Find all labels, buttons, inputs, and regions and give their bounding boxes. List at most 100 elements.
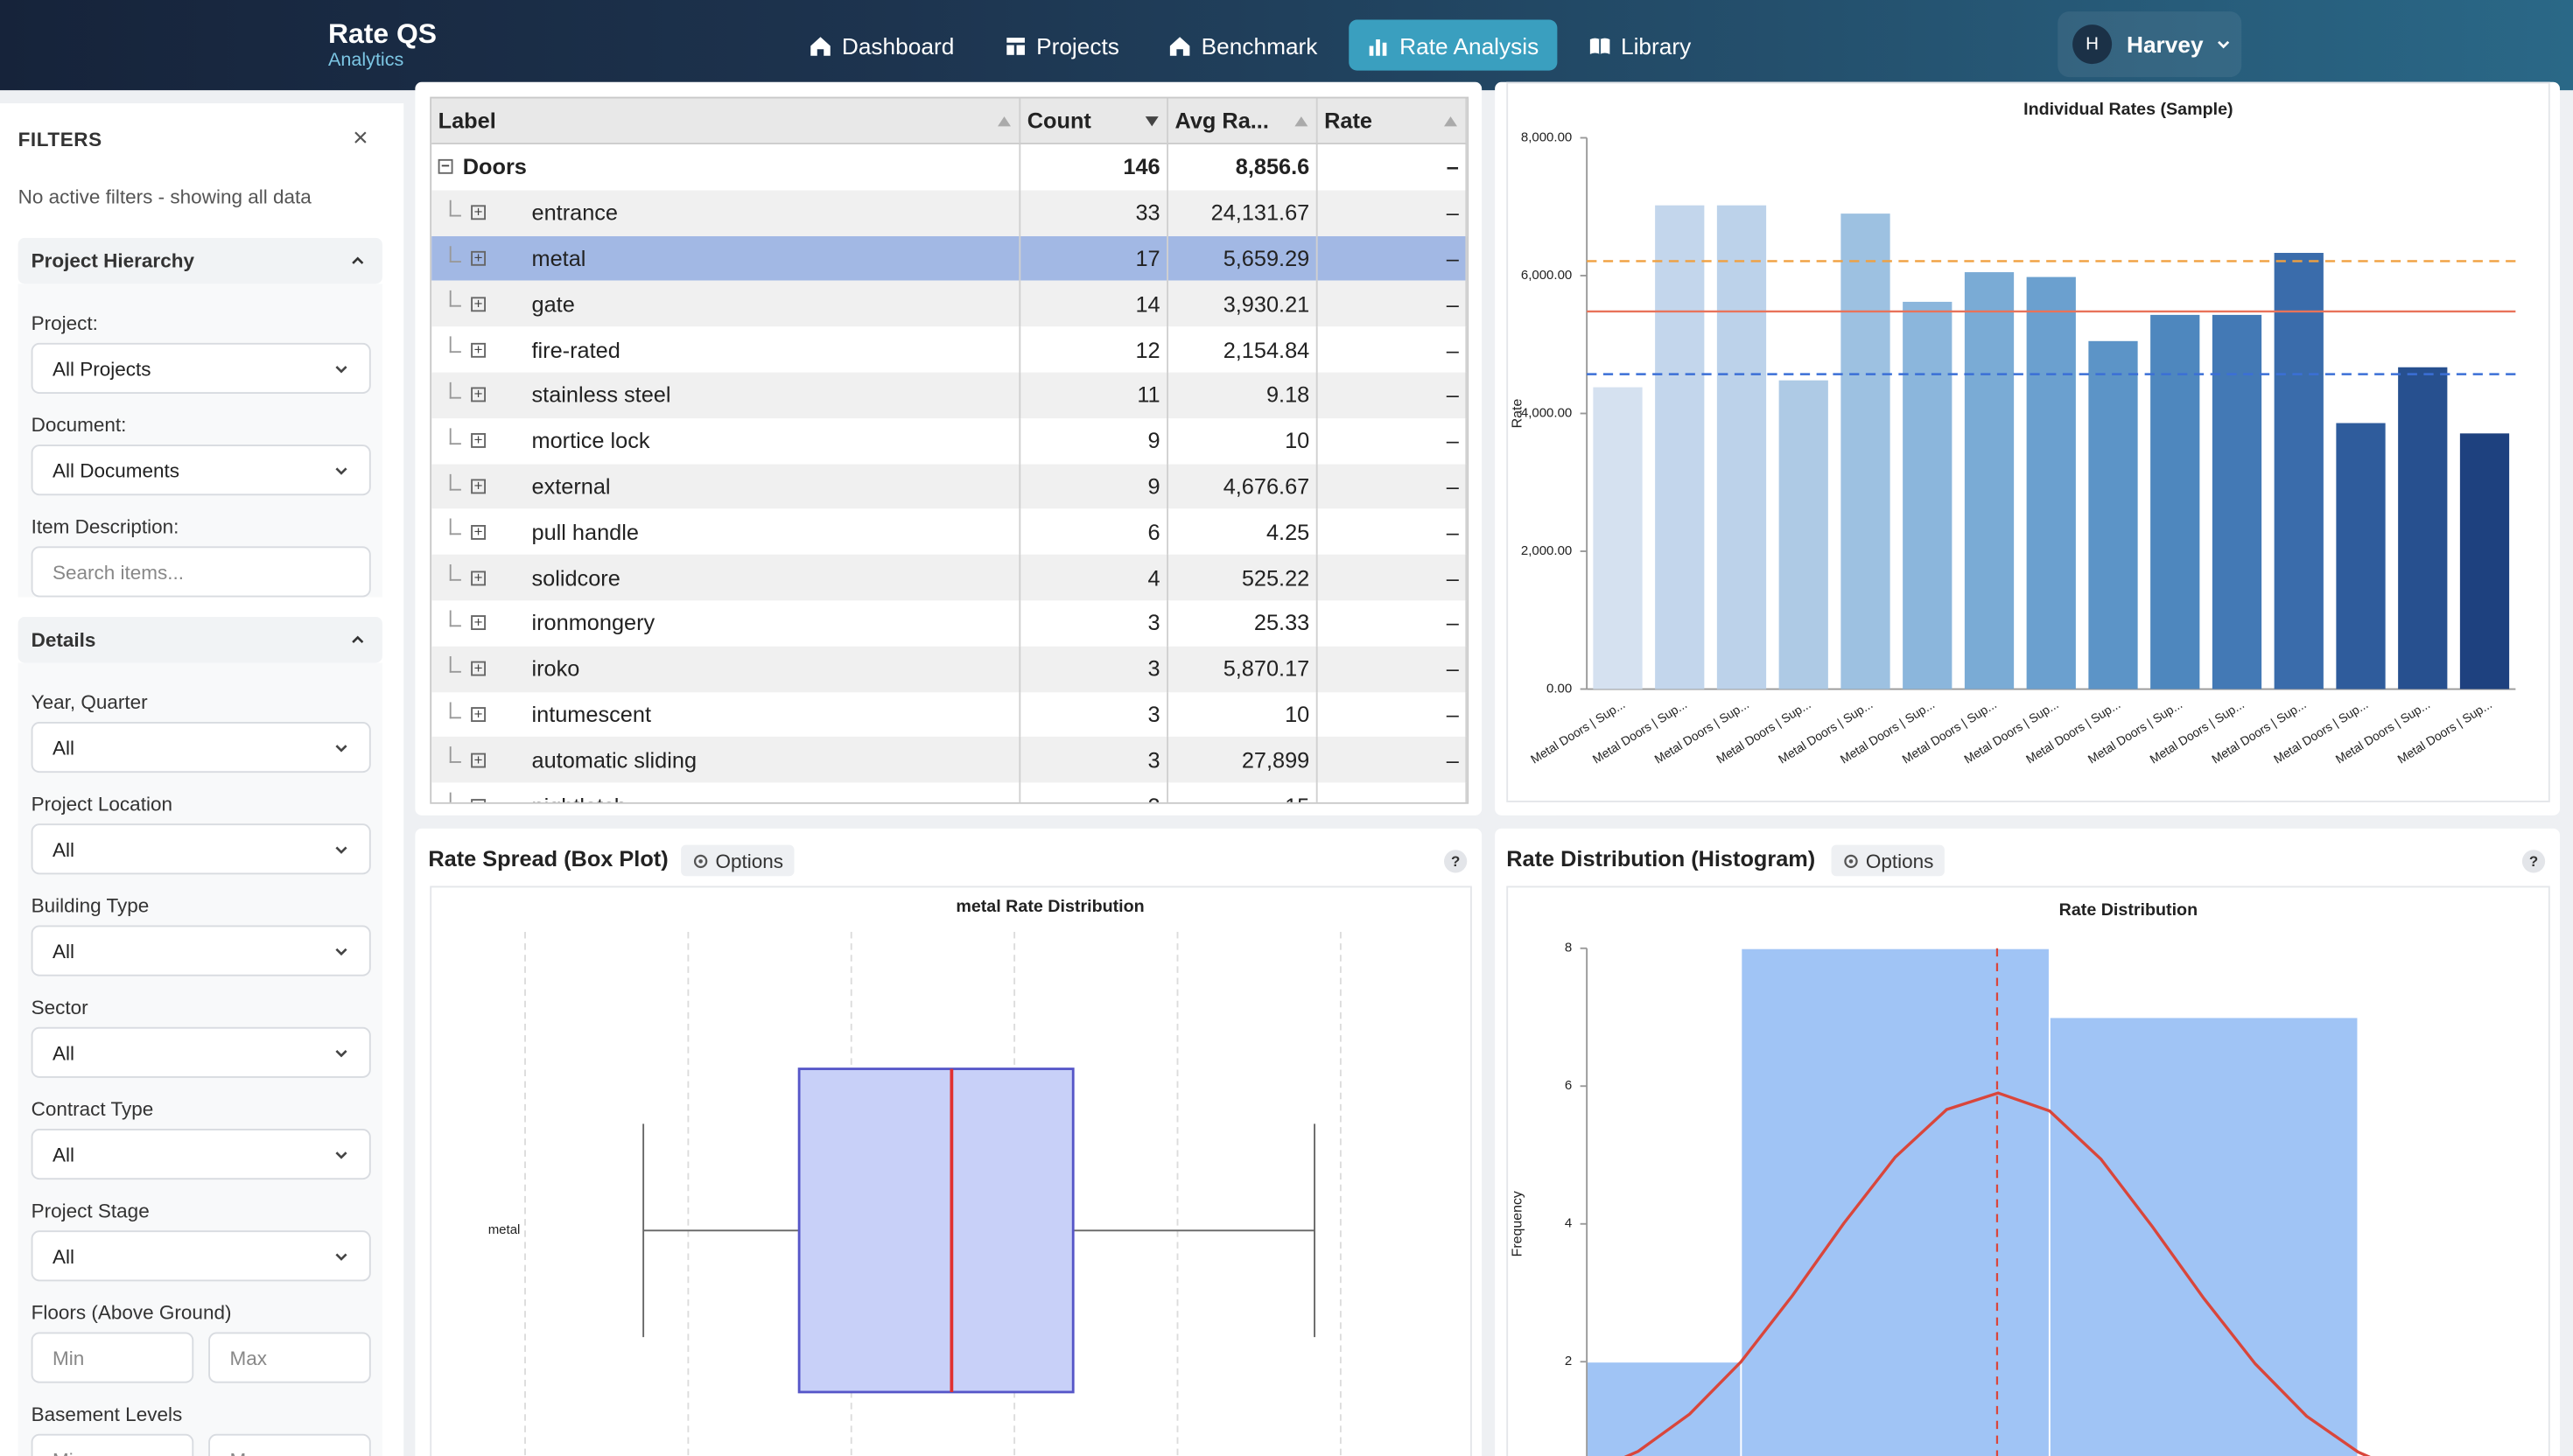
bar: [1593, 387, 1643, 690]
chevron: [335, 947, 347, 956]
rate-cell: –: [1318, 737, 1468, 783]
field-label: Contract Type: [31, 1097, 154, 1121]
table-row[interactable]: + iroko 3 5,870.17–: [431, 646, 1468, 692]
y-tick-label: 2,000.00: [1521, 543, 1572, 558]
avg-cell: 24,131.67: [1168, 190, 1318, 236]
navbar: Rate QS Analytics Dashboard Projects Bench…: [0, 0, 2573, 91]
field-label: Item Description:: [31, 514, 179, 538]
close-button[interactable]: ×: [353, 124, 368, 153]
table-row[interactable]: − Doors 146 8,856.6–: [431, 144, 1468, 191]
expand-toggle[interactable]: +: [471, 661, 486, 676]
expand-toggle[interactable]: +: [471, 752, 486, 768]
help-button[interactable]: ?: [2521, 850, 2546, 873]
select[interactable]: All: [31, 1129, 371, 1180]
nav-item[interactable]: Library: [1570, 20, 1709, 71]
table-row[interactable]: + metal 17 5,659.29–: [431, 235, 1468, 282]
expand-toggle[interactable]: −: [438, 159, 453, 175]
rate-cell: –: [1318, 235, 1468, 282]
min-input[interactable]: Min: [31, 1332, 194, 1383]
options-button[interactable]: Options: [1831, 844, 1946, 877]
rate-cell: –: [1318, 463, 1468, 509]
options-label: Options: [1865, 849, 1934, 872]
y-tick-label: 6: [1565, 1078, 1572, 1093]
table-row[interactable]: + entrance 33 24,131.67–: [431, 190, 1468, 236]
bar: [2459, 433, 2510, 690]
table-row[interactable]: + fire-rated 12 2,154.84–: [431, 326, 1468, 373]
row-label: ironmongery: [531, 611, 656, 636]
avg-cell: 8,856.6: [1168, 144, 1318, 191]
avg-cell: 15: [1168, 782, 1318, 802]
nav-items: Dashboard Projects Benchmark Rate Analysis L…: [791, 19, 1709, 71]
help-button[interactable]: ?: [1444, 850, 1468, 873]
bar: [1716, 205, 1767, 690]
column-header[interactable]: Avg Ra...: [1168, 98, 1318, 144]
expand-toggle[interactable]: +: [471, 341, 486, 357]
chevron: [335, 845, 347, 853]
select[interactable]: All Projects: [31, 342, 371, 394]
field-label: Building Type: [31, 893, 150, 918]
table-row[interactable]: + stainless steel 11 9.18–: [431, 372, 1468, 418]
chart-title: Individual Rates (Sample): [2023, 100, 2233, 119]
table-row[interactable]: + nightlatch 215: [431, 782, 1468, 802]
nav-item[interactable]: Projects: [985, 20, 1138, 71]
rate-cell: –: [1318, 190, 1468, 236]
tree-elbow: [449, 427, 461, 444]
select[interactable]: All: [31, 1230, 371, 1282]
table-row[interactable]: + automatic sliding 3 27,899–: [431, 737, 1468, 783]
user-menu[interactable]: H Harvey: [2058, 11, 2242, 78]
min-input[interactable]: Min: [31, 1433, 194, 1456]
nav-item[interactable]: Benchmark: [1151, 20, 1336, 71]
select[interactable]: All: [31, 722, 371, 774]
chevron: [335, 466, 347, 474]
expand-toggle[interactable]: +: [471, 432, 486, 449]
filter-status: No active filters - showing all data: [18, 185, 312, 209]
select[interactable]: All: [31, 925, 371, 976]
nav-label: Rate Analysis: [1399, 32, 1539, 59]
select[interactable]: All Documents: [31, 444, 371, 496]
options-button[interactable]: Options: [681, 844, 796, 877]
expand-toggle[interactable]: +: [471, 524, 486, 540]
section-title: Details: [31, 628, 96, 652]
section-header[interactable]: Details: [18, 617, 382, 663]
section-header[interactable]: Project Hierarchy: [18, 237, 382, 284]
text-input[interactable]: Search items...: [31, 546, 371, 598]
nav-item[interactable]: Rate Analysis: [1349, 19, 1557, 71]
brand[interactable]: Rate QS: [328, 18, 438, 50]
expand-toggle[interactable]: +: [471, 296, 486, 312]
table-row[interactable]: + external 9 4,676.67–: [431, 463, 1468, 509]
label-cell: + mortice lock: [431, 417, 1021, 464]
expand-toggle[interactable]: +: [471, 706, 486, 722]
column-header[interactable]: Rate: [1318, 98, 1468, 144]
nav-item[interactable]: Dashboard: [791, 20, 972, 71]
select[interactable]: All: [31, 1026, 371, 1078]
expand-toggle[interactable]: +: [471, 479, 486, 494]
column-title: Rate: [1324, 108, 1372, 133]
column-header[interactable]: Count: [1020, 98, 1168, 144]
nav-icon: [1006, 37, 1024, 54]
sort-icon: [1444, 116, 1457, 126]
table-row[interactable]: + gate 14 3,930.21–: [431, 281, 1468, 327]
nav-label: Library: [1620, 32, 1692, 59]
label-cell: + metal: [431, 235, 1021, 282]
table-row[interactable]: + solidcore 4 525.22–: [431, 555, 1468, 601]
column-header[interactable]: Label: [431, 98, 1021, 144]
expand-toggle[interactable]: +: [471, 250, 486, 266]
expand-toggle[interactable]: +: [471, 615, 486, 631]
max-input[interactable]: Max: [208, 1332, 371, 1383]
max-input[interactable]: Max: [208, 1433, 371, 1456]
row-label: automatic sliding: [531, 747, 698, 773]
table-row[interactable]: + intumescent 3 10–: [431, 691, 1468, 738]
table-row[interactable]: + ironmongery 3 25.33–: [431, 600, 1468, 647]
expand-toggle[interactable]: +: [471, 570, 486, 585]
rate-cell: –: [1318, 326, 1468, 373]
avatar: H: [2072, 24, 2113, 65]
count-cell: 3: [1020, 691, 1168, 738]
select[interactable]: All: [31, 823, 371, 875]
expand-toggle[interactable]: +: [471, 205, 486, 220]
expand-toggle[interactable]: +: [471, 387, 486, 403]
expand-toggle[interactable]: +: [471, 797, 486, 802]
chevron: [352, 635, 364, 643]
table-row[interactable]: + mortice lock 9 10–: [431, 417, 1468, 464]
table-row[interactable]: + pull handle 6 4.25–: [431, 508, 1468, 556]
